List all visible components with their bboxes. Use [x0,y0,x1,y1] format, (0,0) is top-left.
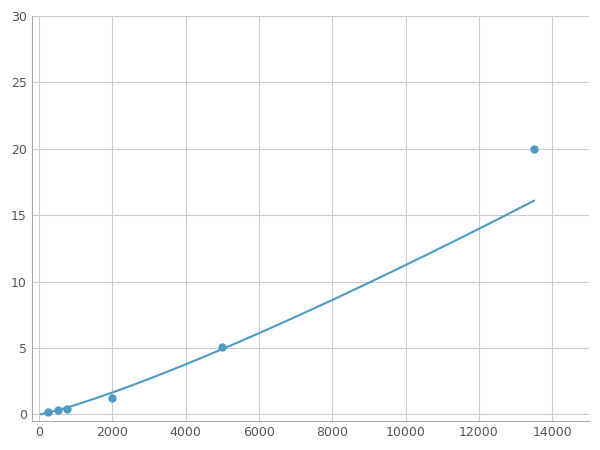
Point [44,408,53,415]
Point [529,145,539,153]
Point [53,407,62,414]
Point [218,343,227,350]
Point [107,395,117,402]
Point [62,405,71,413]
